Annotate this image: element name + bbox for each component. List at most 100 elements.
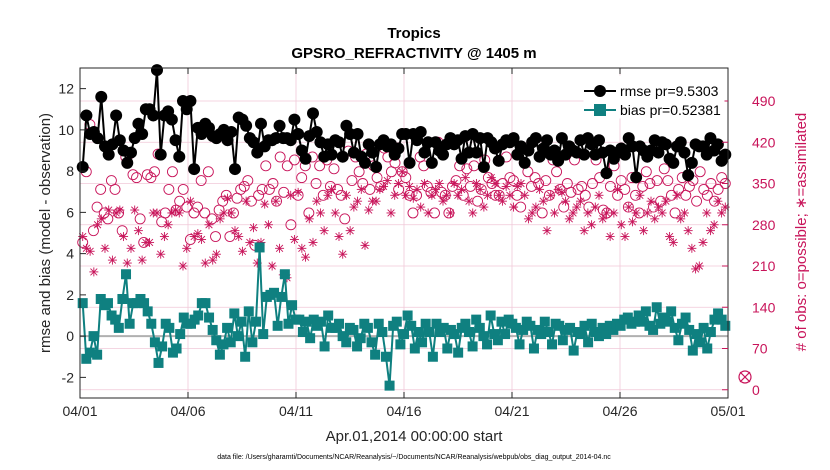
bias-point-27 (175, 329, 186, 340)
assimilated-marker-96 (434, 179, 444, 188)
assimilated-stroke-d2 (602, 209, 611, 217)
y-tick-label-1: 0 (66, 328, 74, 344)
assimilated-stroke-d2 (665, 232, 674, 241)
rmse-point-155 (652, 146, 665, 159)
assimilated-stroke-d2 (212, 250, 221, 258)
bias-point-158 (648, 324, 659, 335)
assimilated-marker-12 (122, 258, 132, 268)
assimilated-marker-29 (185, 196, 195, 206)
bias-point-133 (557, 335, 568, 346)
assimilated-stroke-d2 (223, 194, 232, 202)
assimilated-marker-155 (653, 202, 663, 212)
assimilated-marker-86 (397, 167, 407, 177)
assimilated-stroke-d2 (391, 191, 399, 199)
assimilated-marker-5 (96, 214, 106, 224)
assimilated-stroke-d2 (491, 179, 499, 188)
bias-point-75 (348, 324, 359, 335)
assimilated-marker-151 (639, 226, 649, 236)
assimilated-stroke-d2 (454, 191, 462, 199)
assimilated-stroke-d2 (309, 238, 317, 247)
legend-bias-marker (594, 104, 606, 116)
assimilated-marker-101 (453, 190, 463, 200)
assimilated-marker-73 (349, 202, 359, 212)
rmse-point-88 (403, 156, 416, 169)
assimilated-stroke-d2 (201, 259, 209, 267)
assimilated-stroke-d2 (457, 185, 466, 194)
bias-point-170 (691, 329, 702, 340)
assimilated-stroke-d2 (93, 221, 102, 229)
bias-point-19 (146, 318, 157, 329)
assimilated-stroke-d2 (379, 182, 388, 191)
assimilated-stroke-d2 (469, 209, 477, 217)
assimilated-stroke-d2 (431, 185, 440, 194)
bias-point-130 (547, 339, 558, 350)
assimilated-marker-67 (327, 184, 337, 194)
rmse-point-171 (711, 138, 724, 151)
bias-point-109 (471, 314, 482, 325)
bias-point-77 (355, 333, 366, 344)
rmse-point-20 (150, 64, 163, 77)
assimilated-stroke-d2 (346, 226, 354, 235)
possible-marker-177 (712, 183, 724, 195)
bias-point-129 (543, 327, 554, 337)
bias-point-136 (568, 345, 579, 356)
x-tick-label-6: 05/01 (710, 403, 745, 419)
rmse-point-30 (188, 163, 201, 176)
rmse-point-122 (529, 132, 542, 145)
assimilated-marker-114 (501, 181, 511, 191)
bias-point-38 (214, 349, 225, 360)
assimilated-stroke-d2 (636, 191, 644, 199)
assimilated-marker-72 (345, 226, 355, 236)
bias-point-177 (716, 314, 727, 325)
possible-marker-44 (235, 183, 247, 195)
assimilated-marker-119 (520, 190, 530, 200)
assimilated-stroke-d2 (350, 203, 358, 211)
rmse-point-26 (173, 150, 186, 163)
possible-marker-77 (353, 166, 365, 178)
assimilated-stroke-d2 (168, 209, 176, 217)
bias-point-121 (514, 339, 525, 350)
assimilated-stroke-d2 (112, 209, 120, 217)
assimilated-stroke-d2 (550, 209, 559, 217)
assimilated-stroke-d2 (413, 185, 421, 194)
possible-marker-58 (285, 219, 297, 231)
possible-marker-142 (587, 178, 598, 189)
x-tick-label-3: 04/16 (386, 403, 421, 419)
possible-marker-162 (658, 163, 670, 175)
assimilated-stroke-d2 (357, 185, 365, 194)
assimilated-marker-144 (613, 184, 623, 194)
possible-marker-147 (604, 180, 616, 192)
assimilated-marker-115 (505, 190, 515, 200)
assimilated-marker-57 (289, 234, 299, 244)
assimilated-marker-130 (561, 196, 571, 206)
assimilated-marker-40 (226, 208, 236, 218)
assimilated-marker-138 (590, 202, 600, 212)
assimilated-stroke-d2 (134, 226, 143, 235)
assimilated-stroke-d2 (264, 221, 273, 229)
assimilated-stroke-d2 (342, 191, 351, 199)
assimilated-marker-91 (416, 202, 426, 212)
rmse-point-119 (518, 156, 531, 169)
assimilated-stroke-d2 (669, 238, 677, 247)
assimilated-marker-164 (687, 243, 697, 253)
assimilated-stroke-d2 (324, 191, 332, 199)
assimilated-stroke-d2 (450, 179, 458, 188)
y-right-tick-label-6: 420 (752, 134, 776, 150)
x-tick-label-4: 04/21 (494, 403, 529, 419)
assimilated-stroke-d2 (97, 215, 105, 223)
bias-point-81 (370, 349, 381, 360)
assimilated-marker-43 (237, 246, 247, 256)
bias-point-88 (395, 339, 406, 350)
rmse-point-5 (95, 90, 108, 103)
bias-point-174 (705, 327, 716, 337)
bias-point-108 (467, 341, 478, 352)
bias-point-84 (380, 351, 391, 362)
y-right-tick-label-0: 0 (752, 382, 760, 398)
assimilated-stroke-d2 (402, 191, 410, 199)
assimilated-marker-60 (301, 252, 311, 262)
possible-marker-24 (163, 183, 175, 195)
assimilated-stroke-d2 (703, 209, 711, 217)
bias-point-144 (597, 322, 608, 333)
assimilated-stroke-d2 (576, 197, 585, 205)
assimilated-marker-170 (709, 220, 719, 230)
